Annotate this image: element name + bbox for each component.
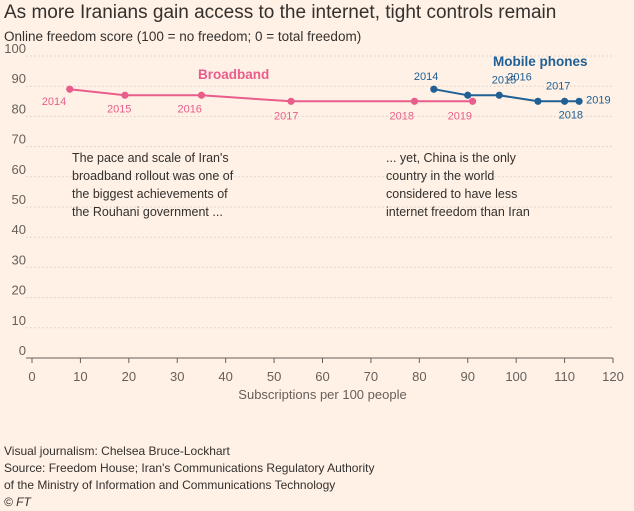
- chart-title: As more Iranians gain access to the inte…: [4, 2, 557, 23]
- point-label-2014: 2014: [414, 71, 438, 83]
- x-axis-ticks: 0 10 20 30 40 50 60 70 80 90 100 110 120: [28, 358, 624, 384]
- data-point-2016: [495, 91, 503, 99]
- y-tick-label-80: 80: [12, 101, 26, 116]
- x-tick-label-70: 70: [364, 369, 378, 384]
- annotation-china-line: country in the world: [386, 169, 494, 183]
- y-tick-label-50: 50: [12, 192, 26, 207]
- annotation-broadband-line: the Rouhani government ...: [72, 205, 223, 219]
- x-tick-label-40: 40: [218, 369, 232, 384]
- series-broadband: 2014 2015 2016 2017 2018 2019 Broadband: [42, 67, 477, 122]
- point-label-2017: 2017: [546, 80, 570, 92]
- data-point-2015: [464, 91, 472, 99]
- annotation-china-line: considered to have less: [386, 187, 517, 201]
- x-tick-label-20: 20: [122, 369, 136, 384]
- series-line: [69, 88, 473, 103]
- annotation-china-line: internet freedom than Iran: [386, 205, 530, 219]
- data-point-2019: [468, 97, 477, 105]
- point-label-2015: 2015: [107, 103, 131, 115]
- data-point-2016: [197, 91, 206, 99]
- point-label-2015: 2015: [492, 74, 516, 86]
- x-tick-label-10: 10: [73, 369, 87, 384]
- data-point-2018: [560, 97, 569, 105]
- x-tick-label-0: 0: [28, 369, 35, 384]
- y-tick-label-60: 60: [12, 162, 26, 177]
- chart-subtitle: Online freedom score (100 = no freedom; …: [4, 29, 362, 44]
- source-line-2: of the Ministry of Information and Commu…: [4, 478, 336, 492]
- point-label-2014: 2014: [42, 96, 66, 108]
- data-point-2017: [287, 97, 295, 105]
- x-tick-label-50: 50: [267, 369, 281, 384]
- y-tick-label-20: 20: [12, 283, 26, 298]
- data-point-2017: [534, 97, 542, 105]
- point-label-2019: 2019: [448, 110, 472, 122]
- data-point-2019: [575, 97, 583, 105]
- x-tick-label-80: 80: [412, 369, 426, 384]
- x-tick-label-90: 90: [461, 369, 475, 384]
- x-axis-label: Subscriptions per 100 people: [238, 387, 406, 402]
- y-tick-label-40: 40: [12, 222, 26, 237]
- y-tick-label-90: 90: [12, 71, 26, 86]
- annotation-broadband-line: the biggest achievements of: [72, 187, 228, 201]
- line-chart: 0 10 20 30 40 50 60 70 80 90 100 0 10 20 30 40 50 60 70 80…: [4, 41, 624, 402]
- x-tick-label-60: 60: [315, 369, 329, 384]
- y-tick-label-30: 30: [12, 252, 26, 267]
- y-tick-label-100: 100: [4, 41, 26, 56]
- x-tick-label-100: 100: [505, 369, 527, 384]
- copyright: © FT: [4, 495, 31, 509]
- point-label-2016: 2016: [177, 103, 201, 115]
- point-label-2019: 2019: [586, 94, 610, 106]
- data-point-2015: [121, 91, 129, 99]
- y-tick-label-10: 10: [12, 313, 26, 328]
- annotations: The pace and scale of Iran's broadband ro…: [72, 151, 530, 219]
- series-name-label: Broadband: [198, 67, 269, 82]
- annotation-broadband-line: broadband rollout was one of: [72, 169, 234, 183]
- x-tick-label-30: 30: [170, 369, 184, 384]
- annotation-china: ... yet, China is the only country in the…: [386, 151, 530, 219]
- data-point-2018: [410, 97, 419, 105]
- point-label-2018: 2018: [559, 109, 583, 121]
- grid-lines: [26, 55, 613, 359]
- point-label-2017: 2017: [274, 110, 298, 122]
- credit-line: Visual journalism: Chelsea Bruce-Lockhar…: [4, 444, 230, 458]
- y-tick-label-0: 0: [19, 343, 26, 358]
- annotation-broadband: The pace and scale of Iran's broadband ro…: [72, 151, 234, 219]
- data-point-2014: [430, 85, 438, 93]
- x-tick-label-120: 120: [602, 369, 624, 384]
- source-line-1: Source: Freedom House; Iran's Communicat…: [4, 461, 375, 475]
- annotation-broadband-line: The pace and scale of Iran's: [72, 151, 229, 165]
- series-name-label: Mobile phones: [493, 54, 588, 69]
- point-label-2018: 2018: [389, 110, 413, 122]
- footer: Visual journalism: Chelsea Bruce-Lockhar…: [4, 443, 374, 511]
- data-point-2014: [66, 85, 74, 93]
- y-axis-ticks: 0 10 20 30 40 50 60 70 80 90 100: [4, 41, 26, 358]
- x-tick-label-110: 110: [554, 369, 575, 384]
- y-tick-label-70: 70: [12, 132, 26, 147]
- point-label-2016: 2016: [507, 71, 531, 83]
- annotation-china-line: ... yet, China is the only: [386, 151, 517, 165]
